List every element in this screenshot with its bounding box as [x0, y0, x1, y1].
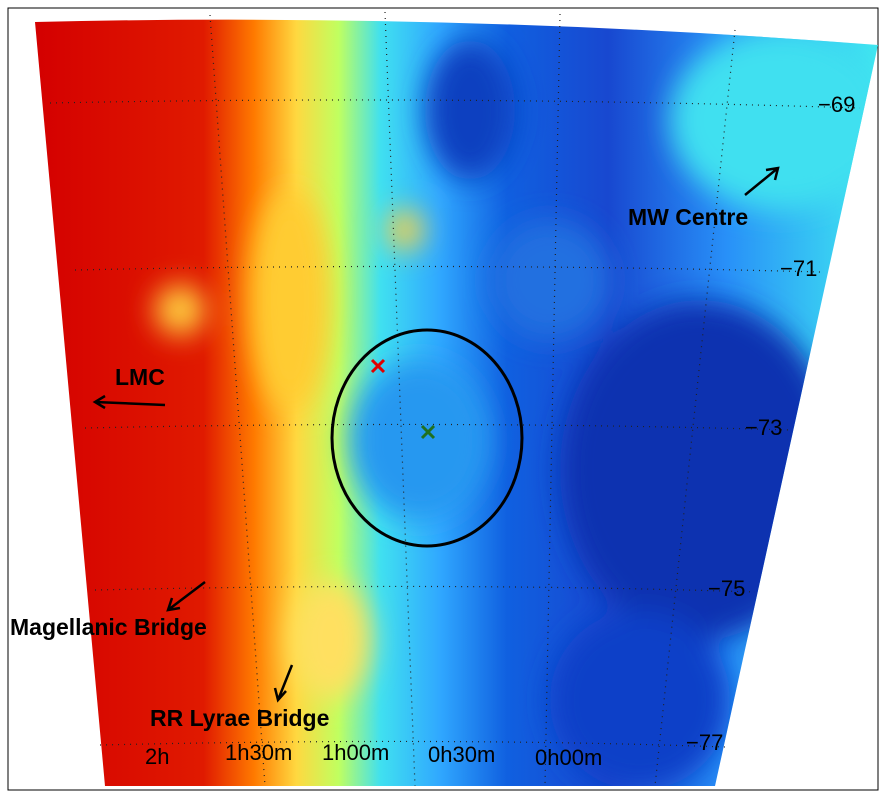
annotation: Magellanic Bridge [10, 614, 207, 640]
ra-label: 1h30m [225, 740, 292, 765]
ra-label: 2h [145, 744, 169, 769]
dec-label: −77 [686, 730, 723, 755]
annotation: MW Centre [628, 204, 748, 230]
coordinate-grid [49, 11, 861, 787]
frame [7, 7, 879, 791]
dec-label: −73 [745, 415, 782, 440]
annotation: LMC [115, 364, 165, 390]
ra-label: 1h00m [322, 740, 389, 765]
dec-label: −75 [708, 576, 745, 601]
markers [370, 358, 436, 440]
region-circle [330, 328, 524, 548]
annotation: RR Lyrae Bridge [150, 705, 329, 731]
dec-label: −69 [818, 92, 855, 117]
arrows [92, 166, 780, 703]
dec-label: −71 [780, 256, 817, 281]
ra-label: 0h00m [535, 745, 602, 770]
ra-label: 0h30m [428, 742, 495, 767]
